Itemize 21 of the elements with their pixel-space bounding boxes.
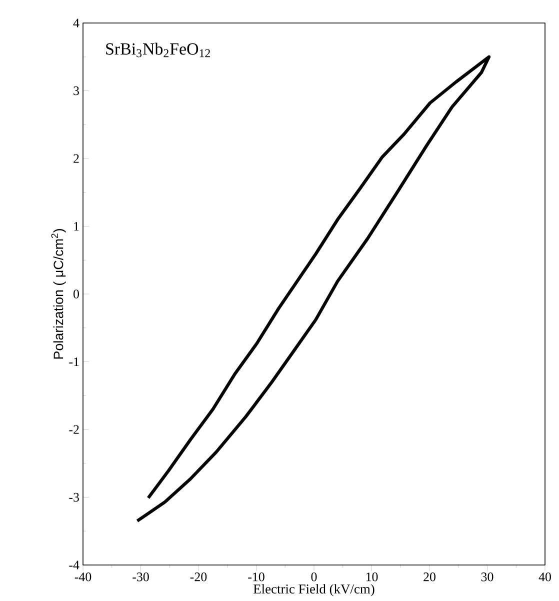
x-tick-label: 10 (366, 572, 378, 582)
y-tick-label: 2 (74, 154, 79, 163)
x-tick-label: -20 (190, 572, 207, 582)
y-tick-label: 1 (74, 222, 79, 231)
x-tick-label: -40 (74, 572, 92, 582)
x-tick-label: 0 (311, 572, 317, 582)
x-axis-title: Electric Field (kV/cm) (254, 584, 374, 596)
y-axis-title: Polarization ( μC/cm$^{2}$) (51, 229, 66, 359)
y-tick-label: -3 (69, 492, 79, 502)
x-tick-label: 30 (481, 572, 494, 582)
x-tick-label: 20 (424, 572, 436, 582)
annotation: SrBi$_{3}$Nb$_{2}$FeO$_{12}$ (106, 42, 210, 58)
y-tick-label: 4 (73, 18, 80, 28)
y-tick-label: 3 (74, 86, 79, 96)
y-tick-label: -4 (69, 560, 80, 570)
x-tick-label: 40 (538, 572, 551, 582)
x-tick-label: -30 (132, 572, 149, 582)
y-tick-label: 0 (74, 290, 79, 298)
y-tick-label: -1 (69, 357, 79, 366)
x-tick-label: -10 (248, 572, 264, 582)
y-tick-label: -2 (69, 425, 79, 434)
